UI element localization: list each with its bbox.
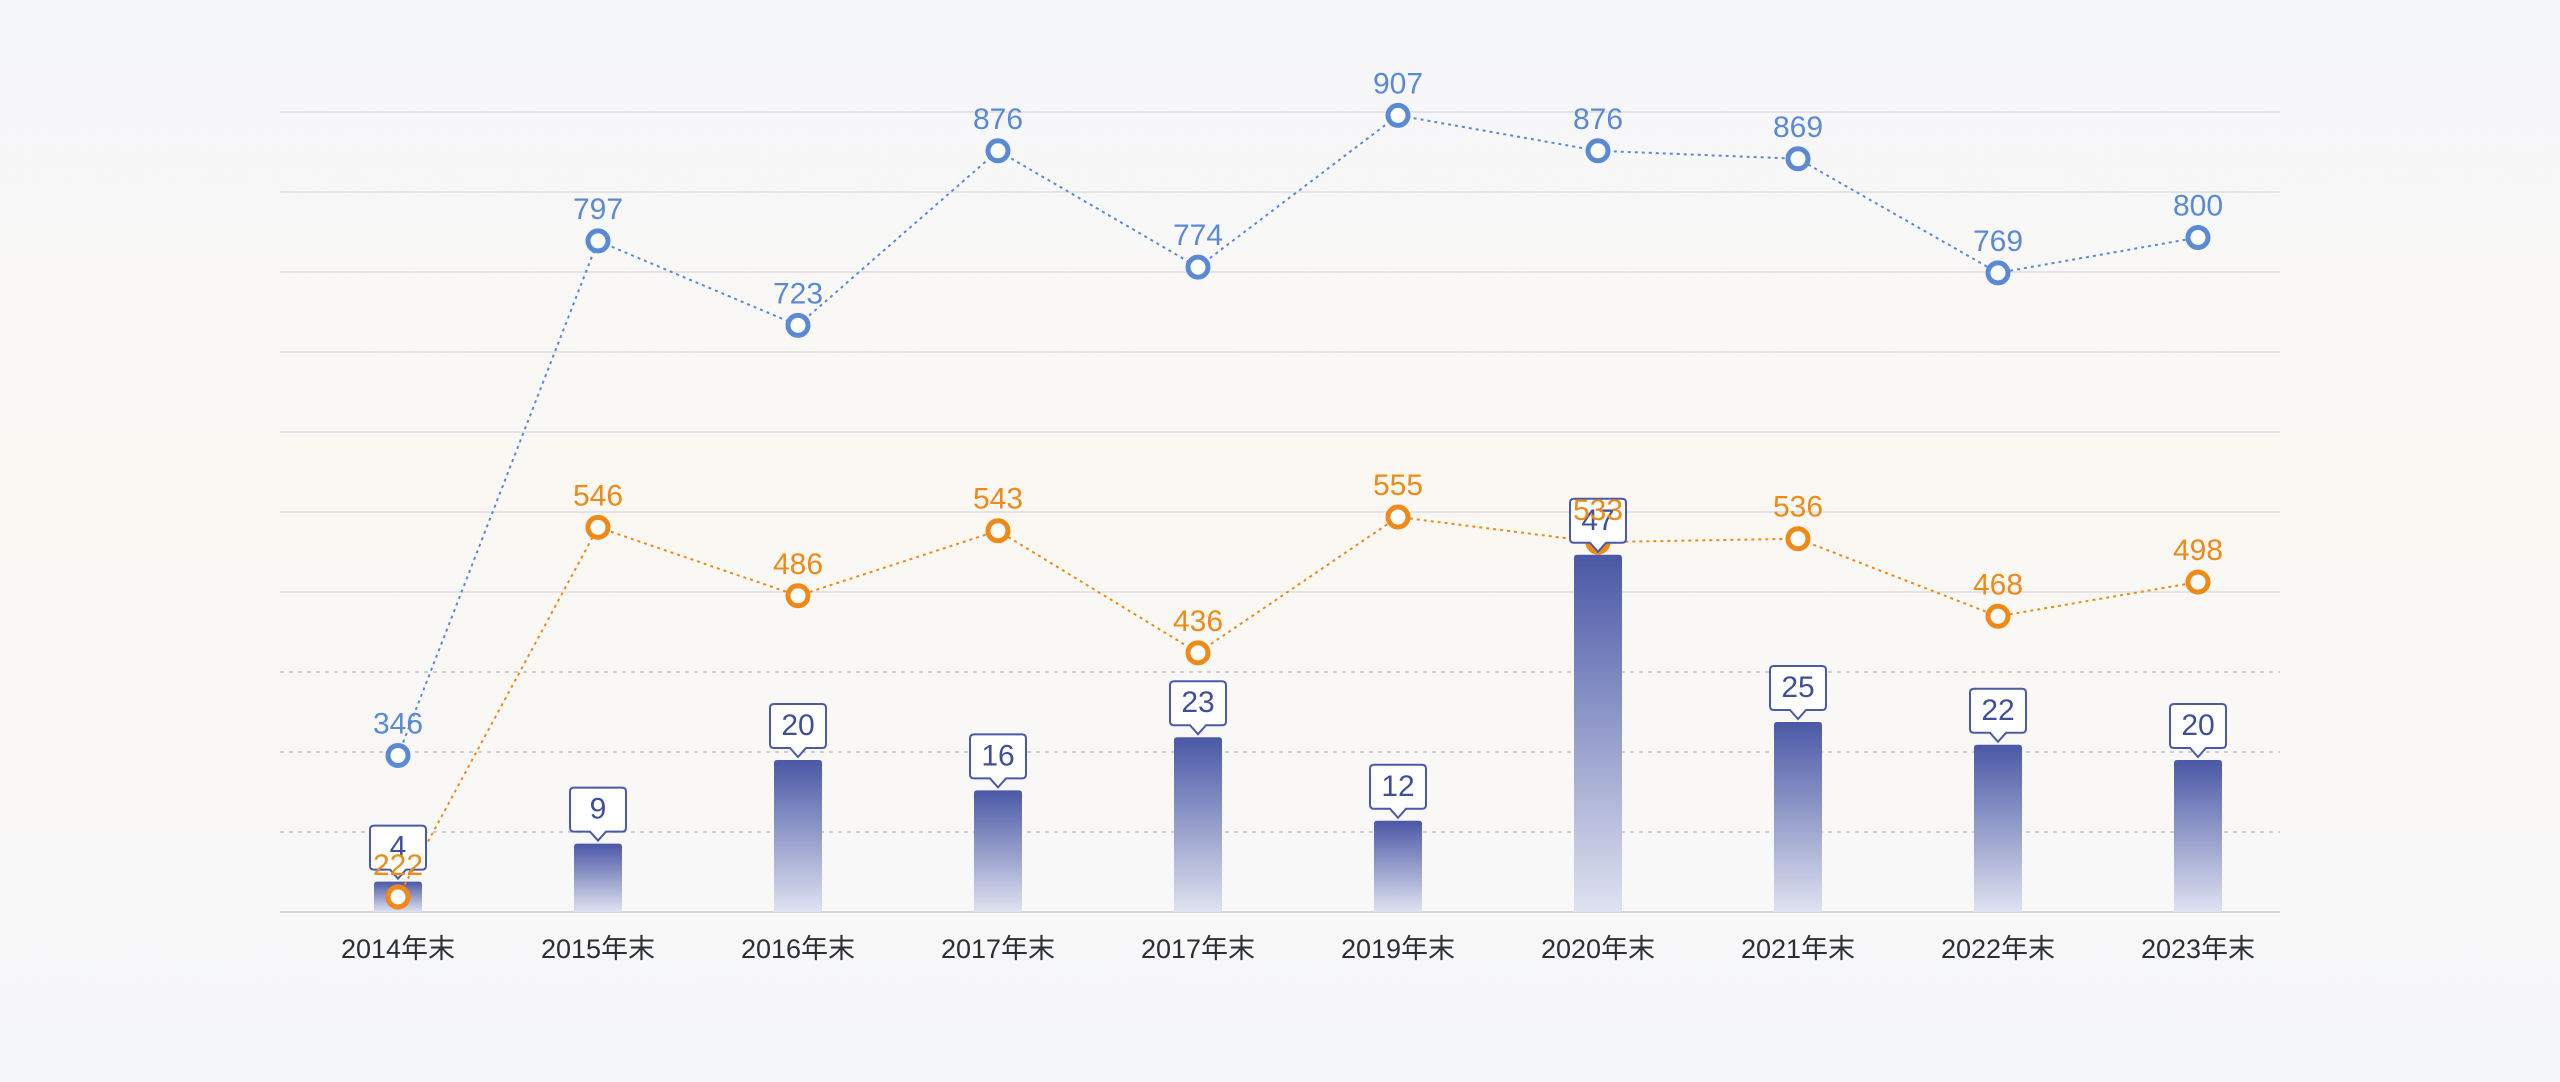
- data-point: [1185, 640, 1211, 666]
- bar-value-callout: [769, 703, 827, 759]
- bar-value-label: 22: [1969, 687, 2027, 744]
- bar-value-text: 9: [590, 793, 607, 826]
- data-point: [585, 514, 611, 540]
- point-value-label: 222: [373, 849, 423, 882]
- x-tick-label: 2021年末: [1741, 934, 1855, 964]
- data-point: [1985, 260, 2011, 286]
- data-point: [2185, 569, 2211, 595]
- bar-value-callout: [1169, 680, 1227, 736]
- data-point: [985, 518, 1011, 544]
- x-tick-label: 2022年末: [1941, 934, 2055, 964]
- bar-value-text: 23: [1181, 686, 1214, 719]
- bar-value-callout: [369, 824, 427, 881]
- bar: [1974, 744, 2022, 912]
- bar-value-callout: [1369, 763, 1427, 820]
- bar-value-text: 22: [1981, 694, 2014, 727]
- bar-value-label: 25: [1769, 665, 1827, 721]
- point-value-label: 543: [973, 483, 1023, 516]
- point-value-label: 468: [1973, 568, 2023, 601]
- bar-value-callout: [969, 733, 1027, 789]
- x-tick-label: 2016年末: [741, 934, 855, 964]
- data-point: [1985, 603, 2011, 629]
- point-value-label: 876: [973, 103, 1023, 136]
- point-value-label: 498: [2173, 534, 2223, 567]
- bar: [774, 760, 822, 912]
- point-value-label: 486: [773, 548, 823, 581]
- bar: [1174, 737, 1222, 912]
- data-point: [785, 312, 811, 338]
- x-tick-label: 2023年末: [2141, 934, 2255, 964]
- bar-value-text: 20: [2181, 709, 2214, 742]
- bar-value-text: 20: [781, 709, 814, 742]
- data-point: [385, 743, 411, 769]
- bar-value-callout: [1569, 497, 1627, 554]
- point-value-label: 876: [1573, 103, 1623, 136]
- point-value-label: 555: [1373, 469, 1423, 502]
- bar: [1574, 554, 1622, 912]
- point-value-label: 797: [573, 193, 623, 226]
- bar-value-label: 9: [569, 786, 627, 843]
- x-tick-label: 2019年末: [1341, 934, 1455, 964]
- point-value-label: 869: [1773, 111, 1823, 144]
- bar-value-text: 4: [390, 831, 407, 864]
- x-tick-label: 2017年末: [1141, 934, 1255, 964]
- bar-value-callout: [1769, 665, 1827, 721]
- data-point: [1785, 526, 1811, 552]
- data-point: [385, 884, 411, 910]
- data-point: [785, 583, 811, 609]
- data-point: [1385, 504, 1411, 530]
- bar-value-label: 20: [769, 703, 827, 759]
- bar-value-text: 12: [1381, 770, 1414, 803]
- bar-value-callout: [569, 786, 627, 843]
- point-value-label: 346: [373, 708, 423, 741]
- data-point: [1585, 138, 1611, 164]
- data-labels: 4 9 20 16 23 12 47 25 22 20 346 797 723 876 774 907 876 8…: [369, 67, 2227, 882]
- point-value-label: 907: [1373, 67, 1423, 100]
- point-value-label: 546: [573, 479, 623, 512]
- data-point: [585, 228, 611, 254]
- bar: [2174, 760, 2222, 912]
- point-value-label: 436: [1173, 605, 1223, 638]
- bar-value-text: 16: [981, 739, 1014, 772]
- series-line: [397, 114, 2199, 756]
- x-tick-label: 2017年末: [941, 934, 1055, 964]
- x-tick-label: 2020年末: [1541, 934, 1655, 964]
- point-value-label: 774: [1173, 219, 1223, 252]
- bar: [1374, 820, 1422, 912]
- bar-value-label: 12: [1369, 763, 1427, 820]
- bar-value-callout: [1969, 687, 2027, 744]
- bar: [974, 790, 1022, 912]
- x-tick-label: 2015年末: [541, 934, 655, 964]
- point-value-label: 536: [1773, 491, 1823, 524]
- bar: [1774, 722, 1822, 912]
- bar-value-text: 47: [1581, 504, 1614, 537]
- x-tick-label: 2014年末: [341, 934, 455, 964]
- bar-value-label: 23: [1169, 680, 1227, 736]
- bar-value-label: 4: [369, 824, 427, 881]
- bar: [574, 843, 622, 912]
- data-point: [985, 138, 1011, 164]
- line-series: [385, 102, 2211, 910]
- data-point: [2185, 225, 2211, 250]
- data-point: [1385, 102, 1411, 128]
- bar-value-callout: [2169, 703, 2227, 759]
- point-value-label: 533: [1573, 494, 1623, 527]
- data-point: [1185, 254, 1211, 280]
- bar-series: [374, 554, 2222, 912]
- data-point: [1785, 146, 1811, 172]
- point-value-label: 800: [2173, 190, 2223, 223]
- bar-value-label: 20: [2169, 703, 2227, 759]
- x-axis: 2014年末 2015年末 2016年末 2017年末 2017年末 2019年末 2020…: [341, 934, 2255, 964]
- point-value-label: 723: [773, 277, 823, 310]
- bar-value-text: 25: [1781, 671, 1814, 704]
- point-value-label: 769: [1973, 225, 2023, 258]
- series-line: [397, 516, 2199, 898]
- bar-value-label: 16: [969, 733, 1027, 789]
- bar-value-label: 47: [1569, 497, 1627, 554]
